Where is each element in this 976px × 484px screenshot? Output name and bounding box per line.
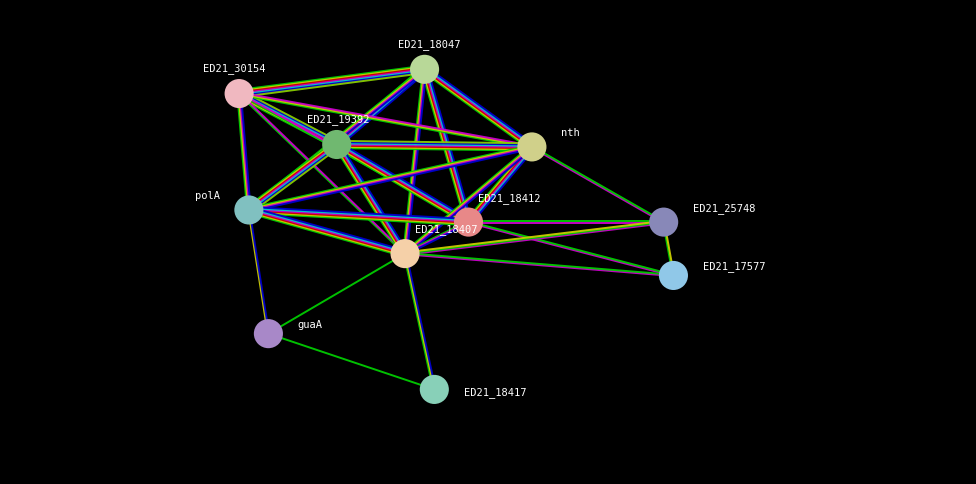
Ellipse shape xyxy=(649,208,678,237)
Ellipse shape xyxy=(410,56,439,85)
Ellipse shape xyxy=(254,319,283,348)
Ellipse shape xyxy=(390,240,420,269)
Text: ED21_19392: ED21_19392 xyxy=(307,114,370,125)
Ellipse shape xyxy=(420,375,449,404)
Text: ED21_17577: ED21_17577 xyxy=(703,261,765,272)
Ellipse shape xyxy=(517,133,547,162)
Text: polA: polA xyxy=(194,191,220,201)
Text: ED21_18417: ED21_18417 xyxy=(464,387,526,397)
Ellipse shape xyxy=(322,131,351,160)
Text: guaA: guaA xyxy=(298,319,323,329)
Ellipse shape xyxy=(234,196,264,225)
Ellipse shape xyxy=(659,261,688,290)
Ellipse shape xyxy=(454,208,483,237)
Text: ED21_18407: ED21_18407 xyxy=(415,224,477,235)
Text: nth: nth xyxy=(561,128,580,138)
Ellipse shape xyxy=(224,80,254,109)
Text: ED21_18047: ED21_18047 xyxy=(398,39,461,50)
Text: ED21_30154: ED21_30154 xyxy=(203,63,265,74)
Text: ED21_25748: ED21_25748 xyxy=(693,203,755,213)
Text: ED21_18412: ED21_18412 xyxy=(478,193,541,203)
